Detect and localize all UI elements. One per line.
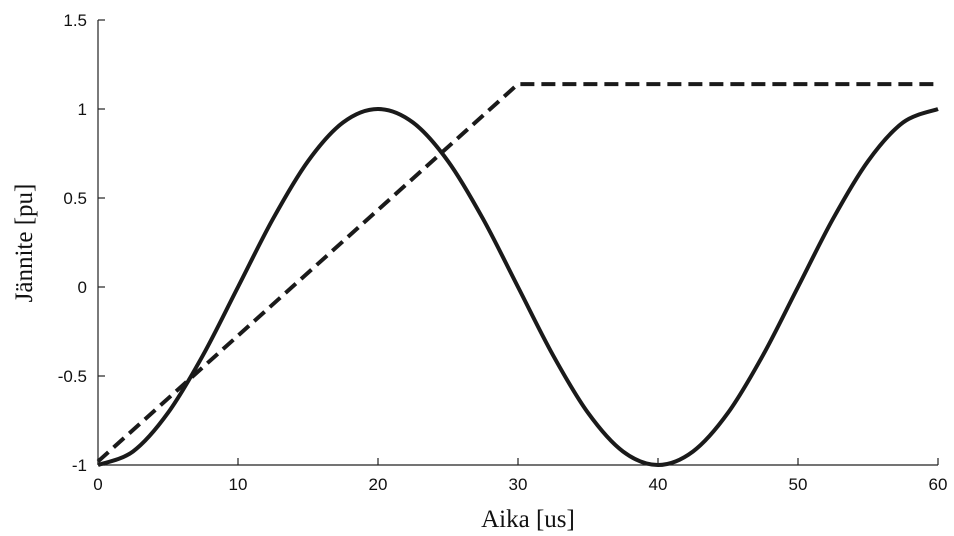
y-tick-label: 0 bbox=[78, 278, 87, 297]
x-axis-title: Aika [us] bbox=[481, 506, 575, 533]
x-tick-label: 60 bbox=[929, 475, 948, 494]
solid-series-line bbox=[97, 107, 939, 467]
y-tick-label: 1.5 bbox=[63, 11, 87, 30]
y-tick-label: -0.5 bbox=[58, 367, 87, 386]
y-tick-label: 0.5 bbox=[63, 189, 87, 208]
ticks: 0 10 20 30 40 50 60 -1 -0.5 0 0.5 1 1.5 bbox=[58, 11, 948, 494]
x-tick-label: 30 bbox=[509, 475, 528, 494]
x-tick-label: 20 bbox=[369, 475, 388, 494]
plot-area bbox=[96, 82, 939, 467]
x-tick-label: 0 bbox=[93, 475, 102, 494]
y-tick-label: 1 bbox=[78, 100, 87, 119]
dashed-series-line bbox=[96, 82, 938, 463]
y-axis-title: Jännite [pu] bbox=[11, 184, 38, 303]
x-tick-label: 50 bbox=[789, 475, 808, 494]
x-tick-label: 10 bbox=[229, 475, 248, 494]
axes bbox=[97, 20, 938, 466]
x-tick-label: 40 bbox=[649, 475, 668, 494]
y-tick-label: -1 bbox=[72, 456, 87, 475]
